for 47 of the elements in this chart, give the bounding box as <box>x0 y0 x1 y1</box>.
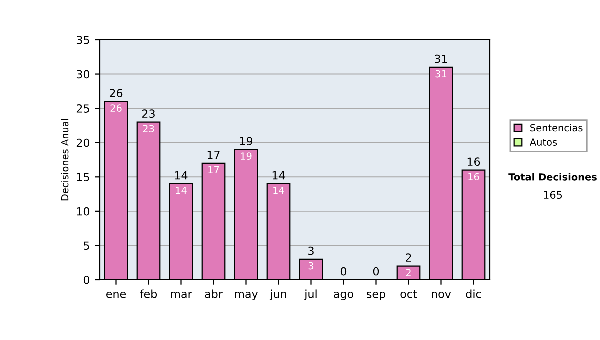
x-tick-label: ene <box>106 292 126 298</box>
data-label: 31 <box>436 70 447 78</box>
y-tick-label: 5 <box>84 242 90 250</box>
legend-label: Sentencias <box>530 124 583 132</box>
x-tick-label: ago <box>334 292 354 300</box>
data-label: 3 <box>308 262 314 270</box>
text: Total Decisiones <box>508 173 597 181</box>
data-label: 23 <box>143 125 154 133</box>
x-tick-label: dic <box>466 290 482 298</box>
x-tick-label: jun <box>270 290 286 300</box>
total-label: 16 <box>468 158 480 166</box>
total-label: 19 <box>240 137 253 146</box>
x-tick-label: nov <box>432 292 452 298</box>
total-label: 31 <box>435 54 448 64</box>
total-label: 0 <box>340 267 347 276</box>
data-label: 16 <box>468 173 480 181</box>
data-label: 26 <box>110 104 122 112</box>
data-label: 2 <box>406 269 411 276</box>
x-tick-label: feb <box>140 290 158 298</box>
data-label: 14 <box>176 187 187 194</box>
legend-label: Autos <box>530 138 558 146</box>
x-tick-label: mar <box>171 292 192 298</box>
y-tick-label: 10 <box>77 207 90 216</box>
y-tick-label: 25 <box>76 104 90 113</box>
total-label: 23 <box>142 110 155 118</box>
y-tick-label: 20 <box>76 138 90 148</box>
total-label: 3 <box>308 246 314 256</box>
y-axis-title: Decisiones Anual <box>61 119 69 201</box>
x-tick-label: jul <box>304 290 317 300</box>
total-label: 17 <box>208 150 220 160</box>
y-tick-label: 35 <box>76 36 90 44</box>
x-tick-label: may <box>235 292 258 300</box>
y-tick-label: 30 <box>76 70 90 79</box>
data-label: 17 <box>208 166 220 174</box>
total-label: 2 <box>406 254 412 262</box>
y-tick-label: 15 <box>77 173 90 182</box>
total-label: 14 <box>175 172 188 180</box>
total-label: 26 <box>110 89 123 98</box>
x-tick-label: oct <box>400 290 418 298</box>
x-tick-label: abr <box>205 290 223 298</box>
total-label: 0 <box>373 267 380 276</box>
text: 165 <box>544 191 562 200</box>
data-label: 14 <box>274 187 284 194</box>
total-label: 14 <box>272 172 286 180</box>
x-tick-label: sep <box>367 292 386 300</box>
data-label: 19 <box>241 152 252 160</box>
y-tick-label: 0 <box>84 276 90 284</box>
